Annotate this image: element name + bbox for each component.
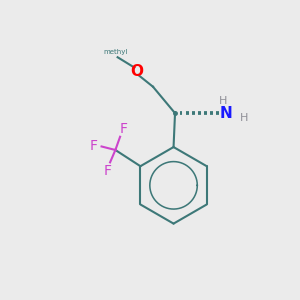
- Text: H: H: [240, 112, 248, 123]
- Text: O: O: [130, 64, 143, 80]
- Text: F: F: [103, 164, 111, 178]
- Text: F: F: [120, 122, 128, 136]
- Text: N: N: [220, 106, 232, 121]
- Text: methyl: methyl: [103, 49, 128, 55]
- Text: F: F: [89, 140, 97, 154]
- Text: H: H: [219, 96, 227, 106]
